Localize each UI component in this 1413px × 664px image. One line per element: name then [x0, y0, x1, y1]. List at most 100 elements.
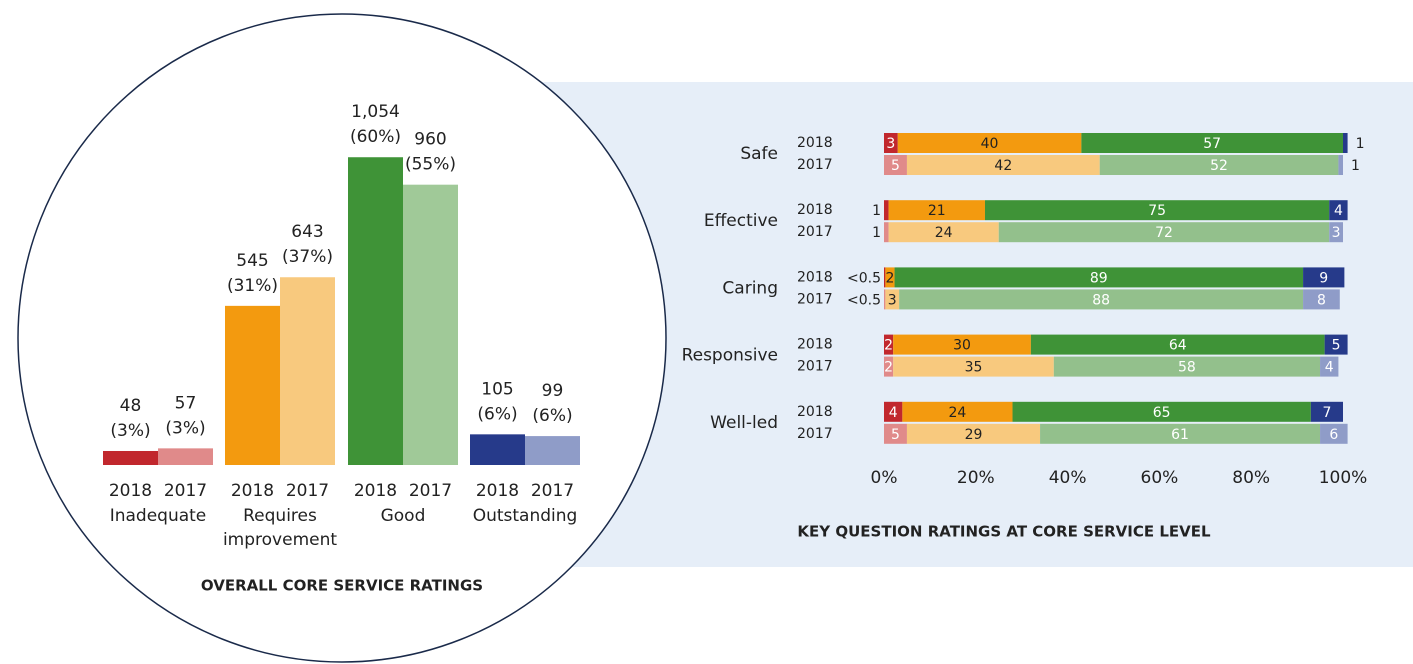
bar-segment: [1303, 289, 1340, 310]
bar-segment: [884, 334, 894, 355]
bar-segment: [1053, 356, 1321, 377]
bar-segment: [1303, 267, 1345, 288]
bar-segment: [884, 423, 907, 444]
bar-segment: [1320, 356, 1339, 377]
value-label: 4: [1325, 360, 1334, 376]
bar-segment: [906, 155, 1100, 175]
bar: [103, 450, 158, 465]
year-label: 2017: [797, 157, 833, 173]
bar-segment: [884, 200, 889, 221]
x-tick-label: 80%: [1232, 468, 1270, 488]
bar-segment: [998, 222, 1330, 243]
value-label: 1: [1351, 158, 1360, 174]
value-label: 643 (37%): [282, 222, 333, 267]
year-label: 2018: [354, 481, 397, 501]
value-label: 7: [1322, 405, 1331, 421]
year-label: 2018: [476, 481, 519, 501]
category-label: Inadequate: [110, 506, 207, 526]
value-label: 72: [1155, 225, 1173, 241]
value-label: 9: [1319, 270, 1328, 286]
value-label: 1: [872, 225, 881, 241]
bar-segment: [1329, 200, 1348, 221]
bar-segment: [894, 267, 1304, 288]
year-label: 2017: [797, 426, 833, 442]
value-label: 3: [888, 292, 897, 308]
value-label: 5: [891, 427, 900, 443]
value-label: 57 (3%): [165, 393, 205, 438]
value-label: 4: [889, 405, 898, 421]
value-label: 4: [1334, 203, 1343, 219]
value-label: <0.5: [847, 292, 881, 308]
bar-segment: [884, 356, 894, 377]
value-label: 48 (3%): [110, 396, 150, 441]
value-label: 58: [1178, 360, 1196, 376]
value-label: 1,054 (60%): [350, 102, 401, 147]
bar-segment: [885, 289, 900, 310]
question-label: Effective: [704, 211, 778, 231]
bar: [158, 448, 213, 465]
bar-segment: [1329, 222, 1343, 243]
value-label: 24: [935, 225, 953, 241]
bar-segment: [1343, 133, 1348, 153]
value-label: 2: [884, 360, 893, 376]
year-label: 2017: [797, 291, 833, 307]
value-label: 105 (6%): [477, 379, 517, 424]
bar-segment: [1320, 423, 1348, 444]
value-label: 5: [1332, 338, 1341, 354]
value-label: 21: [928, 203, 946, 219]
year-label: 2018: [797, 269, 833, 285]
bar-segment: [1012, 401, 1311, 422]
value-label: 1: [872, 203, 881, 219]
question-label: Well-led: [710, 413, 778, 433]
x-tick-label: 60%: [1141, 468, 1179, 488]
year-label: 2018: [797, 404, 833, 420]
question-label: Caring: [722, 278, 778, 298]
value-label: 29: [965, 427, 983, 443]
value-label: 40: [981, 136, 999, 152]
bar-segment: [1099, 155, 1339, 175]
value-label: 42: [994, 158, 1012, 174]
value-label: 5: [891, 158, 900, 174]
value-label: 545 (31%): [227, 251, 278, 296]
x-tick-label: 0%: [871, 468, 898, 488]
bar-segment: [884, 267, 886, 288]
bar-segment: [884, 133, 898, 153]
bar-segment: [897, 133, 1082, 153]
value-label: 89: [1090, 270, 1108, 286]
year-label: 2017: [164, 481, 207, 501]
question-label: Safe: [740, 144, 778, 164]
value-label: 35: [965, 360, 983, 376]
circle: [17, 13, 667, 663]
chart-title: OVERALL CORE SERVICE RATINGS: [201, 577, 483, 595]
value-label: 3: [1332, 225, 1341, 241]
x-tick-label: 20%: [957, 468, 995, 488]
bar-segment: [1324, 334, 1348, 355]
bar-segment: [1338, 155, 1343, 175]
value-label: 64: [1169, 338, 1187, 354]
bar-segment: [884, 155, 907, 175]
category-label: Requires improvement: [223, 506, 337, 550]
value-label: 3: [886, 136, 895, 152]
year-label: 2017: [286, 481, 329, 501]
year-label: 2017: [797, 224, 833, 240]
value-label: 88: [1092, 292, 1110, 308]
bar-segment: [893, 334, 1031, 355]
x-tick-label: 40%: [1049, 468, 1087, 488]
bar-segment: [1030, 334, 1325, 355]
value-label: 8: [1317, 292, 1326, 308]
year-label: 2017: [797, 359, 833, 375]
value-label: <0.5: [847, 270, 881, 286]
bar: [225, 305, 280, 465]
question-label: Responsive: [682, 346, 778, 366]
bar-segment: [906, 423, 1041, 444]
value-label: 52: [1210, 158, 1228, 174]
bar: [403, 184, 458, 465]
bar-segment: [902, 401, 1013, 422]
year-label: 2018: [797, 202, 833, 218]
value-label: 960 (55%): [405, 130, 456, 175]
value-label: 6: [1329, 427, 1338, 443]
value-label: 57: [1203, 136, 1221, 152]
bar-segment: [884, 222, 889, 243]
bar-segment: [888, 200, 985, 221]
